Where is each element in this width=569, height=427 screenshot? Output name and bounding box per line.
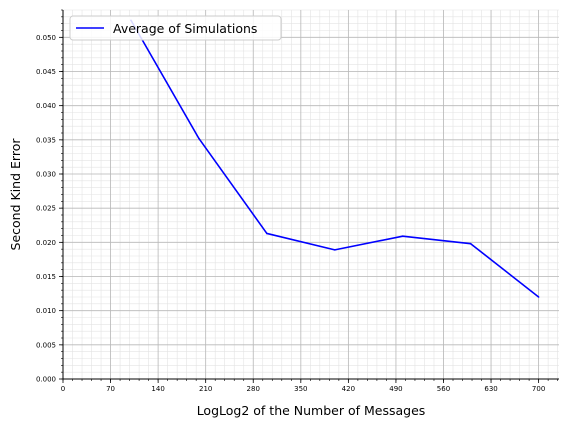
y-tick-label: 0.000 <box>36 376 56 384</box>
y-ticks: 0.000 0.005 0.010 0.015 0.020 0.025 0.030 0.035… <box>36 10 63 384</box>
series-point <box>470 243 472 245</box>
y-tick-label: 0.030 <box>36 171 56 179</box>
y-tick-label: 0.025 <box>36 205 56 213</box>
y-tick-label: 0.045 <box>36 68 56 76</box>
x-tick-label: 420 <box>342 385 355 393</box>
x-tick-label: 630 <box>484 385 497 393</box>
y-tick-label: 0.040 <box>36 102 56 110</box>
y-tick-label: 0.015 <box>36 273 56 281</box>
y-tick-label: 0.035 <box>36 136 56 144</box>
series-point <box>198 138 200 140</box>
x-tick-label: 700 <box>532 385 545 393</box>
y-tick-label: 0.050 <box>36 34 56 42</box>
series-point <box>402 235 404 237</box>
y-tick-label: 0.005 <box>36 341 56 349</box>
x-axis-label: LogLog2 of the Number of Messages <box>197 403 426 418</box>
x-ticks: 0 70 140 210 280 350 420 490 560 630 700 <box>61 379 558 393</box>
series-point <box>266 233 268 235</box>
x-tick-label: 70 <box>106 385 115 393</box>
series-point <box>538 296 540 298</box>
y-axis-label: Second Kind Error <box>8 138 23 251</box>
y-tick-label: 0.020 <box>36 239 56 247</box>
series-point <box>334 249 336 251</box>
x-tick-label: 280 <box>247 385 260 393</box>
legend: Average of Simulations <box>70 16 281 40</box>
x-tick-label: 210 <box>199 385 212 393</box>
x-tick-label: 560 <box>437 385 450 393</box>
legend-entry-average-of-simulations: Average of Simulations <box>113 21 257 36</box>
y-tick-label: 0.010 <box>36 307 56 315</box>
x-tick-label: 490 <box>389 385 402 393</box>
x-tick-label: 0 <box>61 385 65 393</box>
x-tick-label: 350 <box>294 385 307 393</box>
x-tick-label: 140 <box>151 385 164 393</box>
